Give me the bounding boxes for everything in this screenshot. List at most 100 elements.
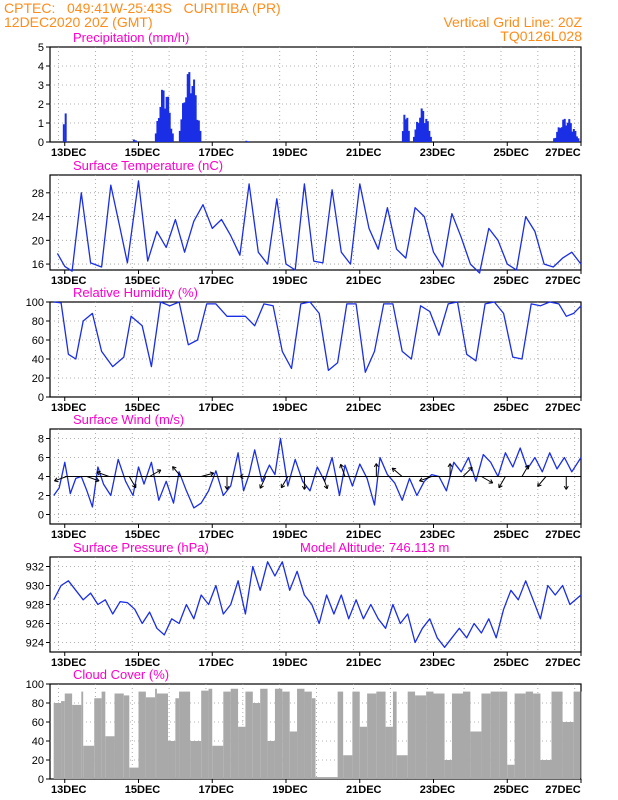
precip-bar [575, 136, 578, 142]
cloud-column [444, 760, 452, 779]
precip-bar [562, 119, 565, 142]
cloud-column [470, 731, 482, 779]
pressure-xtick-label: 27DEC [545, 657, 581, 669]
cloud-column [123, 695, 130, 779]
wind-vector [322, 476, 328, 489]
wind-vector-head [565, 485, 569, 490]
precip-bar [194, 95, 197, 142]
wind-vector-head [172, 466, 174, 471]
wind-vector-head [419, 477, 423, 482]
wind-vector-head [158, 469, 162, 474]
precip-bar [404, 119, 407, 142]
precip-bar [569, 123, 572, 142]
precip-ytick-label: 3 [38, 80, 44, 92]
precip-bar [419, 117, 422, 142]
wind-ytick-label: 4 [38, 472, 44, 484]
wind-vector-head [449, 463, 453, 468]
precip-bar [170, 128, 173, 142]
precip-bar [568, 119, 571, 142]
cloud-panel: 0 20 40 60 80 100 13DEC 15DEC 17DEC 19DEC 21DEC 23D… [26, 667, 582, 796]
precip-xtick-label: 15DEC [125, 147, 161, 159]
cloud-ytick-label: 80 [32, 698, 44, 710]
rh-panel: 0 20 40 60 80 100 13DEC 15DEC 17DEC 19DEC 21DEC 23D… [26, 285, 582, 414]
cloud-xtick-label: 15DEC [125, 784, 161, 796]
precip-xtick-label: 13DEC [51, 147, 87, 159]
cloud-column [433, 693, 445, 779]
precip-bar [422, 110, 425, 142]
pressure-xtick-label: 21DEC [346, 657, 382, 669]
temp-xtick-label: 21DEC [346, 275, 382, 287]
pressure-ytick-label: 930 [26, 581, 44, 593]
wind-vector [172, 466, 182, 477]
precip-bar [426, 121, 429, 142]
wind-vector [481, 476, 493, 484]
cloud-column [426, 691, 434, 779]
wind-vector-head [537, 484, 542, 487]
precip-panel: 0 1 2 3 4 5 13DEC 15DEC 17DEC 19DEC 21DEC 23DEC 25DE… [38, 30, 582, 159]
cloud-column [573, 691, 580, 779]
precip-bar [159, 106, 162, 142]
temp-series-line [56, 180, 582, 274]
precip-frame [49, 46, 582, 143]
cloud-ytick-label: 0 [38, 774, 44, 786]
temp-panel: 16 20 24 28 13DEC 15DEC 17DEC 19DEC 21DEC 23DEC 25… [32, 158, 582, 287]
wind-vector-head [53, 477, 58, 482]
precip-xtick-label: 17DEC [199, 147, 235, 159]
wind-ytick-label: 0 [38, 510, 44, 522]
cloud-column [481, 693, 491, 779]
cloud-column [326, 777, 338, 779]
cloud-ytick-label: 20 [32, 755, 44, 767]
cloud-column [223, 691, 231, 779]
temp-ytick-label: 24 [32, 212, 44, 224]
wind-vector [280, 476, 289, 489]
cloud-column [201, 690, 209, 779]
wind-vector-head [259, 485, 264, 489]
rh-frame [49, 301, 582, 398]
rh-xtick-label: 27DEC [545, 402, 581, 414]
wind-vector-head [96, 471, 100, 476]
cloud-column [315, 777, 322, 779]
pressure-ytick-label: 924 [26, 638, 44, 650]
wind-vector-head [524, 464, 529, 468]
rh-xtick-label: 13DEC [51, 402, 87, 414]
header-run-time: 12DEC2020 20Z (GMT) [4, 14, 153, 30]
cloud-column [551, 691, 563, 779]
rh-xtick-label: 21DEC [346, 402, 382, 414]
precip-bar [554, 137, 557, 142]
cloud-column [540, 760, 552, 779]
wind-vector [537, 476, 547, 487]
precip-bar [406, 117, 409, 142]
wind-xtick-label: 21DEC [346, 529, 382, 541]
cloud-column [61, 701, 65, 779]
wind-vector-head [490, 479, 494, 484]
temp-ytick-label: 20 [32, 235, 44, 247]
temp-xtick-label: 23DEC [420, 275, 456, 287]
wind-vector-head [209, 471, 214, 474]
pressure-xtick-label: 19DEC [272, 657, 308, 669]
cloud-column [304, 691, 312, 779]
cloud-column [212, 745, 224, 779]
precip-bar [154, 133, 157, 142]
precip-bar [197, 120, 200, 142]
precip-bar [161, 89, 164, 142]
precip-bar [165, 96, 168, 142]
precip-bar [565, 125, 568, 142]
cloud-column [72, 704, 82, 779]
precip-bar [556, 131, 559, 142]
wind-xtick-label: 27DEC [545, 529, 581, 541]
cloud-column [451, 693, 463, 779]
cloud-column [463, 691, 471, 779]
temp-frame [49, 174, 582, 271]
wind-vector [340, 464, 346, 477]
precip-bar [423, 123, 426, 142]
pressure-ytick-label: 926 [26, 619, 44, 631]
wind-vector [462, 466, 473, 477]
rh-title: Relative Humidity (%) [73, 285, 198, 300]
rh-ytick-label: 60 [32, 335, 44, 347]
header-model: TQ0126L028 [500, 28, 582, 44]
rh-xtick-label: 23DEC [420, 402, 456, 414]
cloud-column [94, 698, 102, 779]
wind-vector [419, 476, 432, 482]
wind-vector-head [447, 463, 451, 468]
precip-bar [193, 79, 196, 142]
